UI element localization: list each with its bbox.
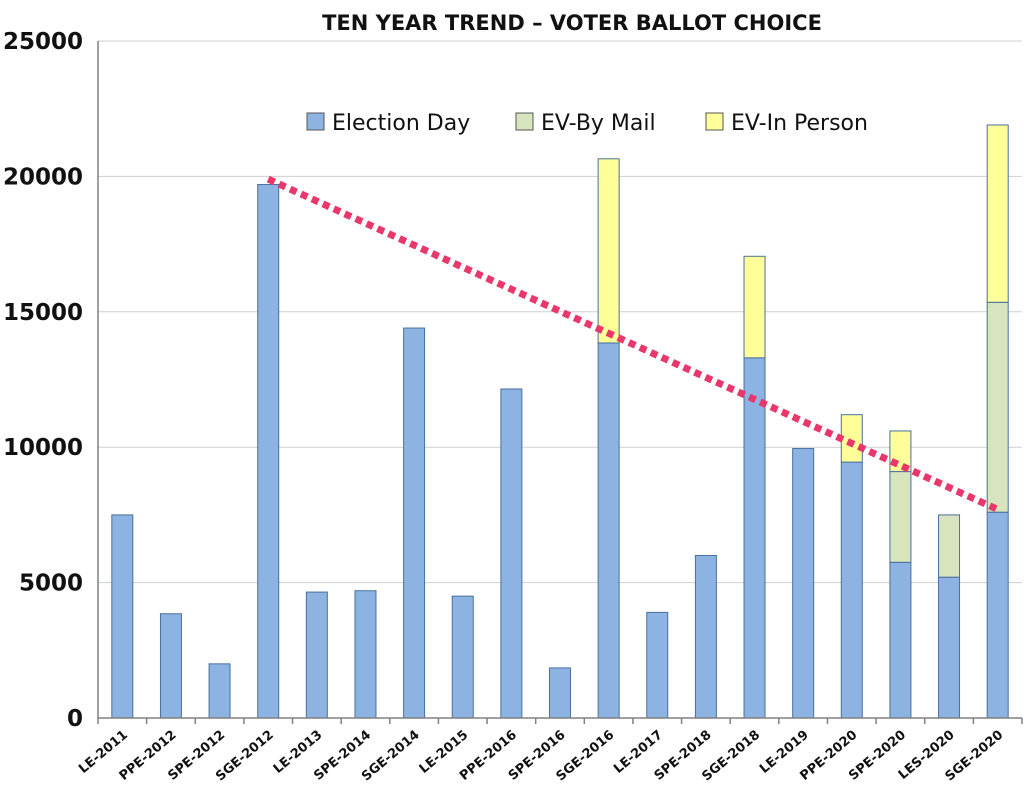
bar-segment xyxy=(694,555,717,719)
bar-segment xyxy=(986,301,1009,513)
bar-segment xyxy=(500,388,523,719)
legend-swatch xyxy=(705,112,724,131)
legend-swatch xyxy=(515,112,534,131)
legend-label: EV-In Person xyxy=(731,111,868,136)
bar-segment xyxy=(597,158,620,344)
bar-segment xyxy=(743,357,766,719)
legend: Election Day EV-By Mail EV-In Person xyxy=(306,111,868,136)
axes xyxy=(97,41,1023,724)
y-axis-ticks: 0 5000 10000 15000 20000 25000 xyxy=(3,29,83,732)
gridlines xyxy=(98,40,1022,584)
y-tick-label: 10000 xyxy=(3,435,83,461)
bar-segment xyxy=(451,595,474,719)
bar-segment xyxy=(208,663,231,719)
legend-label: Election Day xyxy=(332,111,470,136)
bar-segment xyxy=(159,613,182,719)
trendline xyxy=(266,175,1000,513)
bar-segment xyxy=(986,124,1009,303)
legend-label: EV-By Mail xyxy=(541,111,656,136)
bar-segment xyxy=(938,514,961,578)
bar-segment xyxy=(938,576,961,719)
bar-segment xyxy=(840,414,863,463)
bar-segment xyxy=(889,561,912,719)
bar-segment xyxy=(111,514,134,719)
bar-segment xyxy=(792,448,815,719)
chart-title: TEN YEAR TREND – VOTER BALLOT CHOICE xyxy=(322,11,822,35)
legend-swatch xyxy=(306,112,325,131)
y-tick-label: 0 xyxy=(67,706,83,732)
bar-segment xyxy=(597,342,620,719)
y-tick-label: 5000 xyxy=(19,571,83,597)
bar-segment xyxy=(646,611,669,719)
bar-segment xyxy=(305,591,328,719)
bar-segment xyxy=(549,667,571,719)
x-axis-ticks: LE-2011PPE-2012SPE-2012SGE-2012LE-2013SP… xyxy=(76,728,1006,785)
y-tick-label: 20000 xyxy=(3,164,83,190)
bar-segment xyxy=(257,184,280,719)
bar-segment xyxy=(840,461,863,719)
bar-segment xyxy=(403,327,426,719)
y-tick-label: 15000 xyxy=(3,300,83,326)
trendline-line xyxy=(266,175,1000,513)
bars xyxy=(111,124,1009,719)
y-tick-label: 25000 xyxy=(3,29,83,55)
bar-segment xyxy=(743,255,766,359)
bar-segment xyxy=(354,590,377,719)
bar-segment xyxy=(889,471,912,563)
bar-segment xyxy=(986,511,1009,719)
